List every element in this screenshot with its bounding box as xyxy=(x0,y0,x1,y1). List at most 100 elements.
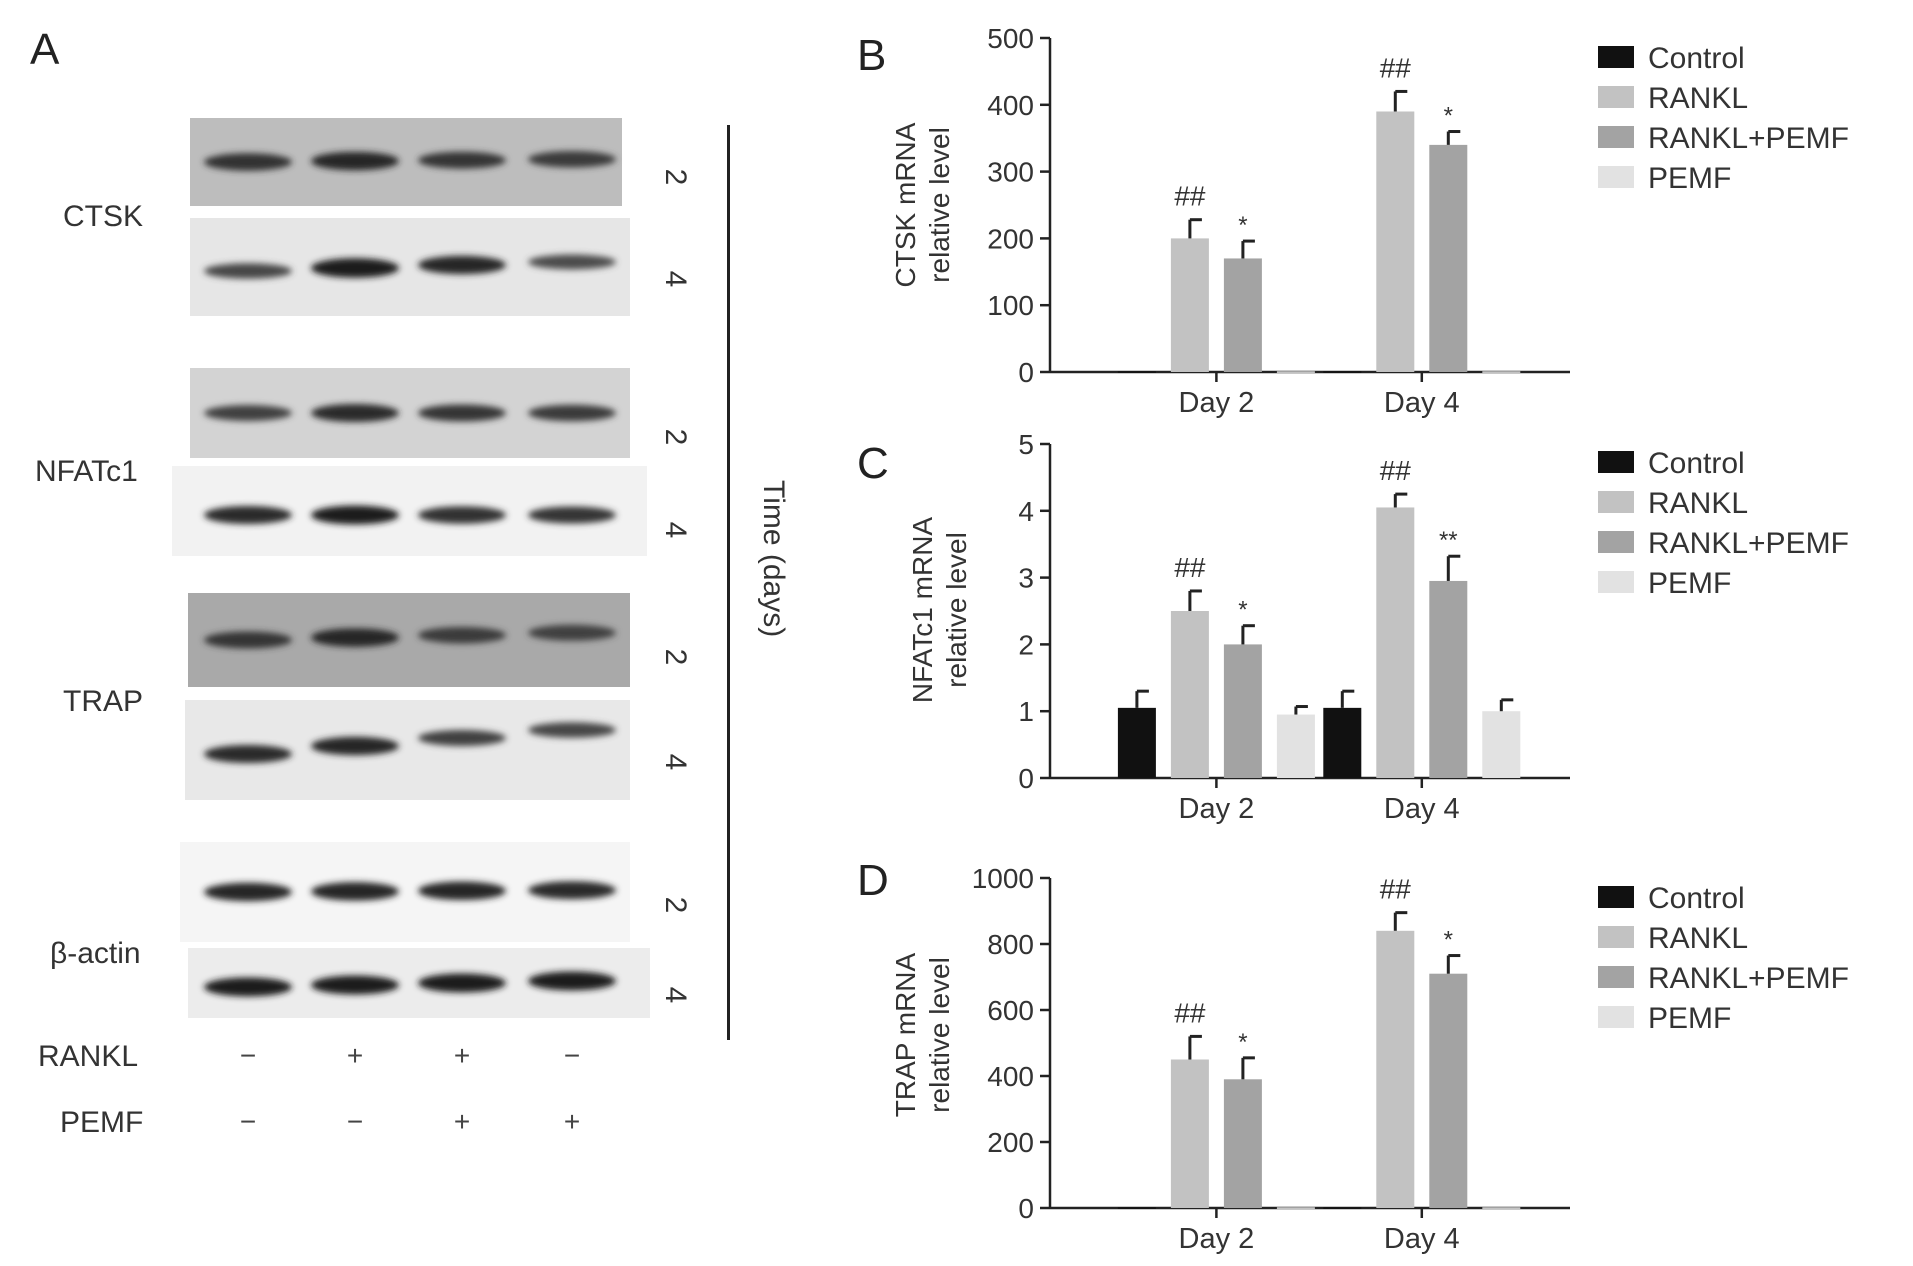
y-tick-label: 100 xyxy=(987,290,1034,321)
bar-rankl-pemf-day-4 xyxy=(1429,580,1468,778)
treatment-sign-pemf-lane3: + xyxy=(453,1106,471,1137)
bar-rankl-pemf-day-2 xyxy=(1223,644,1262,778)
legend-label-rankl-pemf: RANKL+PEMF xyxy=(1648,122,1849,155)
band-beta-actin-day4-lane4 xyxy=(528,971,616,991)
legend-label-rankl-pemf: RANKL+PEMF xyxy=(1648,527,1849,560)
y-tick-label: 400 xyxy=(987,1061,1034,1092)
band-trap-day4-lane3 xyxy=(418,730,506,746)
band-trap-day2-lane4 xyxy=(528,624,616,641)
y-tick-label: 0 xyxy=(1018,763,1034,794)
legend-swatch-control xyxy=(1598,886,1634,908)
band-beta-actin-day2-lane4 xyxy=(528,881,616,900)
band-trap-day2-lane2 xyxy=(311,628,399,647)
protein-label-nfatc1: NFATc1 xyxy=(35,455,138,488)
band-trap-day4-lane1 xyxy=(204,745,292,763)
band-nfatc1-day4-lane2 xyxy=(311,505,399,525)
x-tick-label: Day 4 xyxy=(1384,387,1460,419)
y-tick-label: 200 xyxy=(987,1127,1034,1158)
treatment-label-rankl: RANKL xyxy=(38,1040,139,1073)
bar-pemf-day-2 xyxy=(1276,371,1315,373)
band-beta-actin-day2-lane3 xyxy=(418,881,506,901)
bar-pemf-day-2 xyxy=(1276,1207,1315,1209)
legend-swatch-rankl xyxy=(1598,86,1634,108)
bar-pemf-day-4 xyxy=(1482,371,1521,373)
legend-swatch-rankl-pemf xyxy=(1598,531,1634,553)
y-tick-label: 200 xyxy=(987,223,1034,254)
band-beta-actin-day2-lane2 xyxy=(311,882,399,901)
protein-label-ctsk: CTSK xyxy=(63,200,144,233)
significance-marker: ** xyxy=(1439,527,1458,554)
chart-d: D 0 200 400 600 800 1000 TRAP mRNA relative leve… xyxy=(857,856,1849,1255)
bar-rankl-day-4 xyxy=(1376,507,1415,778)
band-nfatc1-day4-lane4 xyxy=(528,506,616,524)
y-tick-label: 0 xyxy=(1018,357,1034,388)
band-ctsk-day2-lane2 xyxy=(311,151,399,171)
significance-marker: * xyxy=(1238,1029,1247,1056)
y-axis-title-line: CTSK mRNA xyxy=(890,122,921,287)
protein-label-beta-actin: β-actin xyxy=(50,937,141,970)
legend-label-pemf: PEMF xyxy=(1648,567,1731,600)
bar-control-day-4 xyxy=(1323,371,1362,373)
bar-rankl-day-4 xyxy=(1376,111,1415,372)
treatment-sign-rankl-lane1: − xyxy=(239,1040,257,1071)
bar-control-day-2 xyxy=(1117,1207,1156,1209)
bar-rankl-day-2 xyxy=(1170,238,1209,372)
significance-marker: * xyxy=(1444,927,1453,954)
bar-control-day-4 xyxy=(1323,707,1362,778)
band-trap-day4-lane2 xyxy=(311,736,399,756)
significance-marker: * xyxy=(1238,212,1247,239)
chart-b: B 0 100 200 300 400 500 CTSK mRNA relative level… xyxy=(857,23,1849,419)
y-tick-label: 3 xyxy=(1018,563,1034,594)
y-tick-label: 0 xyxy=(1018,1193,1034,1224)
legend-label-rankl: RANKL xyxy=(1648,922,1748,955)
band-nfatc1-day2-lane3 xyxy=(418,404,506,422)
band-ctsk-day4-lane3 xyxy=(418,255,506,275)
significance-marker: ## xyxy=(1380,52,1412,83)
band-beta-actin-day4-lane2 xyxy=(311,975,399,995)
bar-control-day-2 xyxy=(1117,707,1156,778)
legend-label-rankl-pemf: RANKL+PEMF xyxy=(1648,962,1849,995)
significance-marker: ## xyxy=(1380,874,1412,905)
bar-control-day-4 xyxy=(1323,1207,1362,1209)
band-nfatc1-day2-lane1 xyxy=(204,405,292,421)
y-tick-label: 300 xyxy=(987,157,1034,188)
legend-swatch-control xyxy=(1598,46,1634,68)
treatment-sign-rankl-lane4: − xyxy=(563,1040,581,1071)
band-nfatc1-day2-lane4 xyxy=(528,404,616,422)
significance-marker: * xyxy=(1444,103,1453,130)
panel-c-letter: C xyxy=(857,439,889,488)
y-tick-label: 1 xyxy=(1018,696,1034,727)
bar-rankl-day-4 xyxy=(1376,930,1415,1208)
legend-label-rankl: RANKL xyxy=(1648,82,1748,115)
x-tick-label: Day 2 xyxy=(1179,1223,1255,1255)
y-axis-title-line: relative level xyxy=(924,127,955,283)
panel-d-letter: D xyxy=(857,856,889,905)
legend-label-pemf: PEMF xyxy=(1648,1002,1731,1035)
band-beta-actin-day2-lane1 xyxy=(204,882,292,902)
band-ctsk-day2-lane1 xyxy=(204,153,292,171)
band-ctsk-day2-lane4 xyxy=(528,151,616,168)
y-axis-title-line: TRAP mRNA xyxy=(890,952,921,1117)
significance-marker: ## xyxy=(1174,181,1206,212)
legend-swatch-control xyxy=(1598,451,1634,473)
y-axis-title-line: NFATc1 mRNA xyxy=(907,517,938,703)
legend-swatch-pemf xyxy=(1598,166,1634,188)
treatment-sign-pemf-lane4: + xyxy=(563,1106,581,1137)
bar-rankl-pemf-day-4 xyxy=(1429,973,1468,1208)
treatment-sign-rankl-lane2: + xyxy=(346,1040,364,1071)
bar-pemf-day-2 xyxy=(1276,714,1315,778)
x-tick-label: Day 2 xyxy=(1179,793,1255,825)
y-tick-label: 600 xyxy=(987,995,1034,1026)
legend-label-control: Control xyxy=(1648,42,1745,75)
bar-control-day-2 xyxy=(1117,371,1156,373)
y-tick-label: 5 xyxy=(1018,429,1034,460)
significance-marker: ## xyxy=(1380,455,1412,486)
band-trap-day4-lane4 xyxy=(528,722,616,738)
bar-pemf-day-4 xyxy=(1482,1207,1521,1209)
legend-label-pemf: PEMF xyxy=(1648,162,1731,195)
legend-swatch-rankl xyxy=(1598,491,1634,513)
y-axis-title-line: relative level xyxy=(941,532,972,688)
band-nfatc1-day2-lane2 xyxy=(311,404,399,422)
